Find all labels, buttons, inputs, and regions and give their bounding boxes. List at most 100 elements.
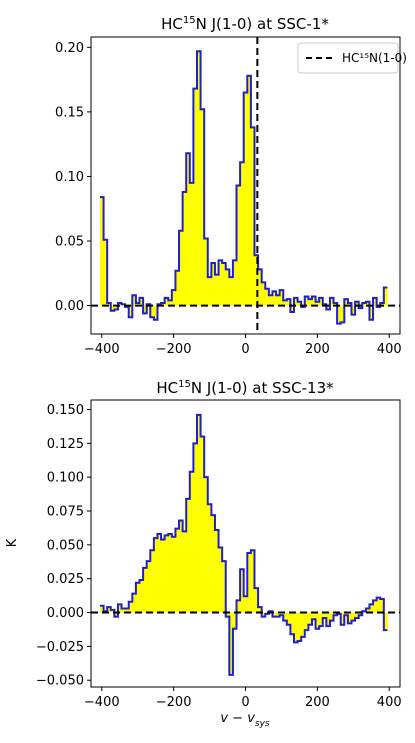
fill-bin: [103, 239, 108, 306]
fill-bin: [135, 303, 140, 306]
y-tick-label: 0.000: [47, 606, 84, 621]
fill-bin: [182, 531, 187, 613]
fill-bin: [380, 303, 385, 306]
bottom-series-layer: [91, 413, 400, 676]
fill-bin: [229, 277, 234, 306]
legend-label: HC¹⁵N(1-0): [342, 51, 407, 65]
fill-bin: [297, 612, 302, 641]
fill-bin: [290, 612, 295, 635]
spectrum-step-line: [99, 413, 388, 676]
fill-bin: [283, 612, 288, 621]
fill-bin: [132, 593, 137, 613]
fill-bin: [276, 612, 281, 617]
fill-bin: [168, 300, 173, 306]
fill-bin: [337, 305, 342, 324]
fill-bin: [164, 297, 169, 306]
fill-bin: [333, 303, 338, 306]
fill-bin: [326, 305, 331, 310]
x-tick-label: 200: [305, 342, 330, 357]
top-legend: HC¹⁵N(1-0): [297, 42, 407, 74]
fill-bin: [250, 550, 255, 613]
fill-bin: [150, 550, 155, 613]
fill-bin: [358, 305, 363, 309]
fill-bin: [128, 305, 133, 318]
fill-bin: [355, 301, 360, 306]
bottom-axes: −400 −200 0 200 400 −0.050 −0.025 0.000 0.025 0.0…: [36, 399, 402, 710]
fill-bin: [232, 612, 237, 629]
fill-bin: [171, 290, 176, 306]
fill-bin: [240, 162, 245, 306]
fill-bin: [294, 612, 298, 643]
fill-bin: [211, 262, 216, 306]
fill-bin: [161, 539, 166, 613]
fill-bin: [107, 607, 112, 613]
fill-bin: [179, 520, 184, 613]
fill-bin: [369, 305, 374, 320]
fill-bin: [279, 290, 284, 306]
axes-frame: [90, 399, 401, 688]
x-tick-label: 0: [241, 342, 249, 357]
fill-bin: [110, 305, 115, 311]
fill-bin: [222, 561, 227, 613]
fill-bin: [247, 552, 252, 613]
fill-bin: [383, 612, 388, 631]
fill-bin: [204, 477, 209, 613]
y-tick-label: 0.125: [47, 437, 84, 452]
fill-bin: [301, 612, 306, 637]
fill-bin: [222, 262, 227, 306]
fill-bin: [311, 296, 316, 306]
fill-bin: [143, 567, 148, 613]
y-tick-label: −0.025: [36, 640, 84, 655]
fill-bin: [114, 305, 119, 310]
fill-bin: [171, 536, 176, 613]
fill-bin: [347, 612, 352, 624]
fill-bin: [132, 295, 137, 306]
top-panel: HC15N J(1-0) at SSC-1* −400 −200 0 200 400 0.…: [55, 15, 407, 357]
fill-bin: [319, 612, 324, 627]
x-tick-label: 0: [241, 695, 249, 710]
fill-bin: [319, 297, 324, 306]
fill-bin: [333, 612, 338, 616]
fill-bin: [153, 538, 158, 613]
y-tick-label: 0.20: [55, 41, 84, 56]
fill-bin: [186, 153, 191, 306]
fill-bin: [225, 612, 230, 617]
fill-bin: [218, 547, 223, 613]
fill-bin: [110, 609, 115, 613]
fill-bin: [117, 303, 122, 306]
fill-bin: [344, 612, 349, 616]
fill-bin: [114, 612, 119, 617]
fill-bin: [308, 299, 313, 306]
bottom-chart-title: HC15N J(1-0) at SSC-13*: [156, 379, 334, 397]
fill-bin: [283, 300, 288, 306]
fill-bin: [240, 569, 245, 613]
fill-bin: [322, 612, 327, 618]
fill-bin: [294, 297, 298, 306]
fill-bin: [254, 588, 259, 613]
fill-bin: [157, 534, 162, 613]
y-tick-label: 0.05: [55, 235, 84, 250]
fill-bin: [365, 608, 370, 613]
fill-bin: [340, 612, 345, 625]
fill-bin: [383, 287, 388, 306]
fill-bin: [150, 305, 155, 318]
fill-bin: [236, 600, 241, 613]
fill-bin: [373, 297, 378, 306]
fill-bin: [153, 305, 158, 320]
y-axis-label: K: [5, 538, 20, 547]
fill-bin: [297, 301, 302, 306]
fill-bin: [99, 605, 104, 613]
fill-bin: [315, 612, 320, 629]
fill-bin: [182, 191, 187, 306]
fill-bin: [214, 529, 219, 613]
fill-bin: [369, 604, 374, 613]
fill-bin: [315, 301, 320, 306]
fill-bin: [143, 305, 148, 314]
y-tick-label: 0.150: [47, 403, 84, 418]
spectrum-step-line: [99, 50, 388, 325]
y-tick-label: 0.15: [55, 105, 84, 120]
fill-bin: [347, 303, 352, 306]
fill-bin: [128, 601, 133, 613]
fill-bin: [225, 269, 230, 306]
fill-bin: [261, 282, 266, 306]
